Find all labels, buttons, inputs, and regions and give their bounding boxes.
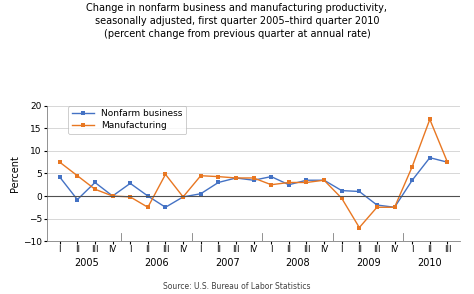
Line: Manufacturing: Manufacturing — [58, 117, 449, 230]
Manufacturing — [163, 173, 168, 176]
Manufacturing — [110, 194, 116, 198]
Legend: Nonfarm business, Manufacturing: Nonfarm business, Manufacturing — [68, 106, 186, 134]
Manufacturing — [74, 174, 80, 178]
Nonfarm business — [251, 178, 256, 182]
Nonfarm business — [374, 203, 380, 207]
Manufacturing — [392, 206, 397, 209]
Text: 2009: 2009 — [356, 258, 381, 268]
Nonfarm business — [233, 176, 239, 180]
Nonfarm business — [392, 206, 397, 209]
Manufacturing — [251, 176, 256, 180]
Manufacturing — [427, 118, 433, 121]
Manufacturing — [145, 206, 151, 209]
Manufacturing — [410, 165, 415, 168]
Manufacturing — [57, 161, 63, 164]
Nonfarm business — [286, 183, 292, 186]
Text: 2006: 2006 — [145, 258, 169, 268]
Nonfarm business — [339, 189, 345, 192]
Nonfarm business — [321, 178, 327, 182]
Nonfarm business — [356, 190, 362, 193]
Nonfarm business — [180, 195, 186, 199]
Text: 2010: 2010 — [418, 258, 442, 268]
Manufacturing — [321, 178, 327, 182]
Nonfarm business — [304, 178, 310, 182]
Nonfarm business — [74, 198, 80, 201]
Manufacturing — [445, 161, 450, 164]
Nonfarm business — [216, 181, 221, 184]
Manufacturing — [198, 174, 203, 178]
Manufacturing — [233, 176, 239, 180]
Manufacturing — [128, 195, 133, 199]
Nonfarm business — [163, 206, 168, 209]
Nonfarm business — [268, 175, 274, 178]
Manufacturing — [216, 175, 221, 178]
Nonfarm business — [445, 161, 450, 164]
Manufacturing — [180, 195, 186, 199]
Nonfarm business — [110, 194, 116, 198]
Text: 2008: 2008 — [285, 258, 310, 268]
Manufacturing — [268, 183, 274, 186]
Nonfarm business — [410, 178, 415, 182]
Manufacturing — [339, 196, 345, 200]
Manufacturing — [356, 226, 362, 229]
Nonfarm business — [427, 156, 433, 159]
Manufacturing — [286, 181, 292, 184]
Text: 2005: 2005 — [74, 258, 99, 268]
Y-axis label: Percent: Percent — [10, 155, 20, 192]
Nonfarm business — [57, 175, 63, 179]
Line: Nonfarm business: Nonfarm business — [58, 156, 449, 209]
Nonfarm business — [145, 194, 151, 198]
Manufacturing — [374, 206, 380, 209]
Text: Change in nonfarm business and manufacturing productivity,
seasonally adjusted, : Change in nonfarm business and manufactu… — [86, 3, 388, 39]
Text: Source: U.S. Bureau of Labor Statistics: Source: U.S. Bureau of Labor Statistics — [163, 282, 311, 291]
Text: 2007: 2007 — [215, 258, 239, 268]
Nonfarm business — [92, 181, 98, 184]
Manufacturing — [304, 181, 310, 184]
Nonfarm business — [198, 192, 203, 196]
Manufacturing — [92, 188, 98, 191]
Nonfarm business — [128, 182, 133, 185]
